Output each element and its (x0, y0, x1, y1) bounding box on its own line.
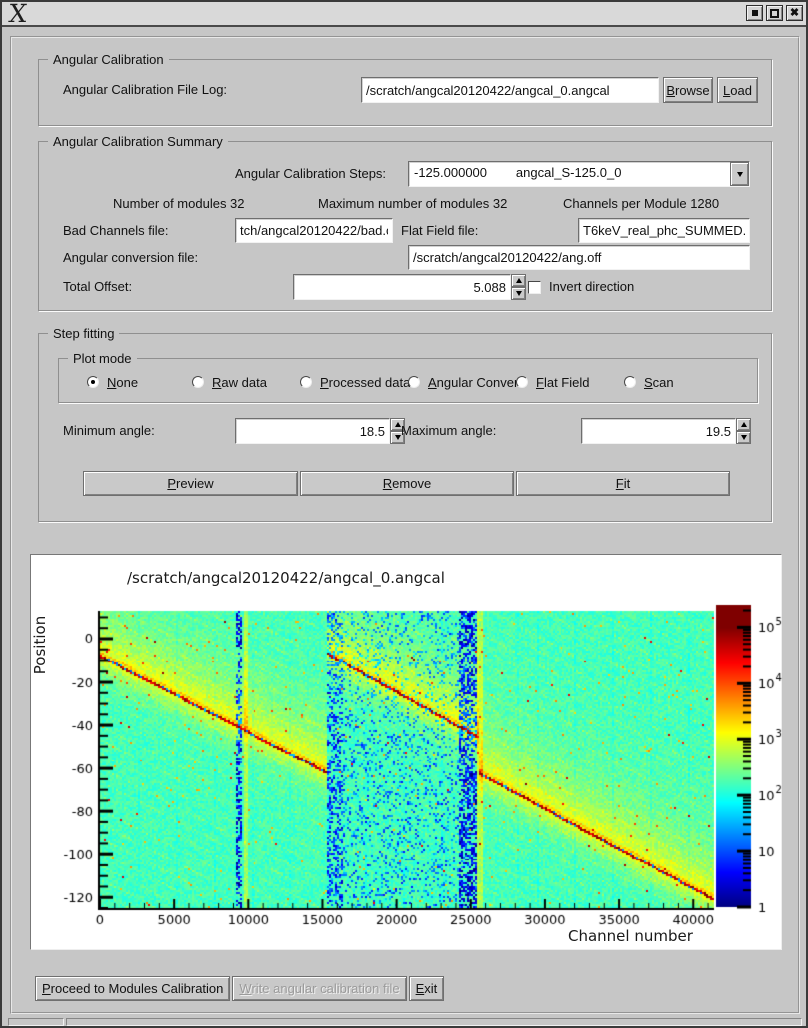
bad-channels-label: Bad Channels file: (63, 223, 169, 238)
min-angle-spin-down[interactable] (390, 431, 405, 444)
window-controls: ✖ (746, 5, 803, 21)
min-angle-spinbox (235, 418, 405, 444)
proceed-to-modules-calibration-button[interactable]: Proceed to Modules Calibration (35, 976, 231, 1001)
radio-angular-conversion-label: Angular Conver (428, 374, 519, 390)
plot-y-axis-label: Position (31, 615, 49, 675)
maximize-icon (770, 8, 779, 18)
step-fitting-group: Step fitting Plot mode None Raw data Proce… (38, 326, 772, 522)
spin-up-icon (740, 422, 747, 427)
modules-info: Number of modules 32 (113, 196, 245, 211)
spin-up-icon (394, 422, 401, 427)
calibration-heatmap-canvas[interactable] (31, 555, 783, 951)
spin-down-icon (515, 291, 522, 296)
min-angle-input[interactable] (235, 418, 390, 444)
status-bar-message (66, 1018, 802, 1026)
write-angular-calibration-file-button[interactable]: Write angular calibration file (232, 976, 407, 1001)
footer-buttons: Proceed to Modules Calibration Write ang… (35, 976, 445, 1001)
exit-button[interactable]: Exit (408, 976, 445, 1001)
max-angle-label: Maximum angle: (401, 423, 497, 438)
invert-direction-checkbox[interactable] (528, 281, 541, 294)
titlebar[interactable]: X ✖ (2, 0, 806, 28)
radio-processed-data-label: Processed data (320, 374, 411, 390)
summary-group-title: Angular Calibration Summary (48, 134, 228, 149)
remove-button[interactable]: Remove (300, 471, 514, 496)
plot-mode-group-title: Plot mode (68, 351, 137, 366)
plot-x-axis-label: Channel number (568, 927, 693, 945)
flat-field-input[interactable] (578, 218, 750, 243)
fit-button[interactable]: Fit (516, 471, 730, 496)
invert-direction-label: Invert direction (549, 279, 635, 294)
steps-combobox-dropdown-button[interactable] (730, 162, 749, 186)
spin-up-icon (515, 278, 522, 283)
total-offset-label: Total Offset: (63, 279, 133, 294)
max-angle-spin-up[interactable] (736, 418, 751, 431)
status-bar-grip (8, 1018, 64, 1026)
main-panel (10, 36, 800, 1014)
browse-button[interactable]: Browse (663, 77, 713, 103)
summary-group: Angular Calibration Summary Angular Cali… (38, 134, 772, 311)
steps-combobox-field (408, 161, 750, 187)
status-bar (4, 1018, 804, 1026)
radio-scan-label: Scan (644, 374, 674, 390)
close-button[interactable]: ✖ (786, 5, 803, 21)
total-offset-spin-up[interactable] (511, 274, 526, 287)
spin-down-icon (394, 435, 401, 440)
radio-angular-conversion[interactable]: Angular Conver (408, 373, 518, 391)
steps-label: Angular Calibration Steps: (235, 166, 387, 181)
radio-flat-field-label: Flat Field (536, 374, 590, 390)
radio-scan[interactable]: Scan (624, 373, 674, 391)
steps-combobox-value: -125.000000 angcal_S-125.0_0 (414, 165, 622, 180)
angular-calibration-group: Angular Calibration Angular Calibration … (38, 52, 772, 126)
radio-raw-data-label: Raw data (212, 374, 267, 390)
minimize-button[interactable] (746, 5, 763, 21)
ang-conv-label: Angular conversion file: (63, 250, 199, 265)
radio-none[interactable]: None (87, 373, 138, 391)
radio-processed-data-circle[interactable] (300, 376, 312, 388)
total-offset-spin-down[interactable] (511, 287, 526, 300)
radio-flat-field-circle[interactable] (516, 376, 528, 388)
plot-panel: /scratch/angcal20120422/angcal_0.angcal … (30, 554, 783, 951)
steps-combobox[interactable]: -125.000000 angcal_S-125.0_0 (408, 161, 750, 187)
plot-mode-group: Plot mode None Raw data Processed data Angu… (58, 351, 758, 403)
load-button[interactable]: Load (717, 77, 758, 103)
file-log-input[interactable] (361, 77, 659, 103)
total-offset-input[interactable] (293, 274, 511, 300)
radio-raw-data[interactable]: Raw data (192, 373, 267, 391)
angular-calibration-group-title: Angular Calibration (48, 52, 169, 67)
spin-down-icon (740, 435, 747, 440)
radio-flat-field[interactable]: Flat Field (516, 373, 589, 391)
channels-info: Channels per Module 1280 (563, 196, 720, 211)
x11-logo-icon: X (7, 0, 29, 28)
preview-button[interactable]: Preview (83, 471, 298, 496)
min-angle-spin-up[interactable] (390, 418, 405, 431)
radio-scan-circle[interactable] (624, 376, 636, 388)
max-angle-spinbox (581, 418, 751, 444)
minimize-icon (751, 10, 758, 16)
file-log-label: Angular Calibration File Log: (63, 82, 228, 97)
radio-none-label: None (107, 374, 139, 390)
radio-processed-data[interactable]: Processed data (300, 373, 410, 391)
min-angle-label: Minimum angle: (63, 423, 155, 438)
ang-conv-input[interactable] (408, 245, 750, 270)
close-icon: ✖ (789, 6, 800, 19)
total-offset-spinbox (293, 274, 526, 300)
radio-none-circle[interactable] (87, 376, 99, 388)
plot-title: /scratch/angcal20120422/angcal_0.angcal (127, 569, 445, 587)
max-angle-input[interactable] (581, 418, 736, 444)
bad-channels-input[interactable] (235, 218, 393, 243)
flat-field-label: Flat Field file: (401, 223, 479, 238)
step-fitting-group-title: Step fitting (48, 326, 120, 341)
max-modules-info: Maximum number of modules 32 (318, 196, 508, 211)
maximize-button[interactable] (766, 5, 783, 21)
radio-angular-conversion-circle[interactable] (408, 376, 420, 388)
radio-raw-data-circle[interactable] (192, 376, 204, 388)
max-angle-spin-down[interactable] (736, 431, 751, 444)
chevron-down-icon (736, 171, 743, 177)
